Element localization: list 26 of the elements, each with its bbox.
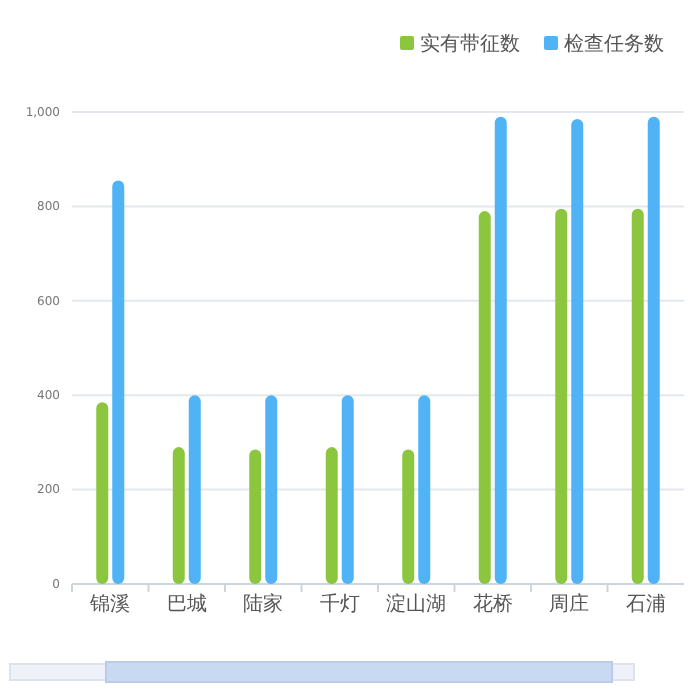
x-tick-label: 花桥 bbox=[472, 592, 513, 616]
bar bbox=[478, 211, 491, 584]
bar bbox=[341, 395, 354, 584]
x-tick-label: 石浦 bbox=[625, 592, 666, 616]
legend-label: 检查任务数 bbox=[564, 32, 664, 57]
x-tick-label: 锦溪 bbox=[88, 592, 131, 616]
x-tick-label: 淀山湖 bbox=[386, 592, 447, 616]
bar bbox=[265, 395, 278, 584]
bar bbox=[188, 395, 201, 584]
x-tick-label: 千灯 bbox=[319, 592, 360, 616]
bar bbox=[96, 402, 109, 584]
legend-label: 实有带征数 bbox=[420, 32, 520, 57]
bar bbox=[112, 180, 125, 584]
x-tick-label: 巴城 bbox=[166, 592, 207, 616]
bar bbox=[571, 119, 584, 584]
bar bbox=[494, 116, 507, 584]
x-tick-label: 陆家 bbox=[243, 592, 284, 616]
bar bbox=[631, 208, 644, 584]
bar bbox=[249, 449, 262, 584]
bar bbox=[647, 116, 660, 584]
bar bbox=[555, 208, 568, 584]
bar bbox=[418, 395, 431, 584]
x-tick-label: 周庄 bbox=[549, 592, 590, 616]
bar bbox=[172, 447, 185, 584]
bar bbox=[325, 447, 338, 584]
bar bbox=[402, 449, 415, 584]
